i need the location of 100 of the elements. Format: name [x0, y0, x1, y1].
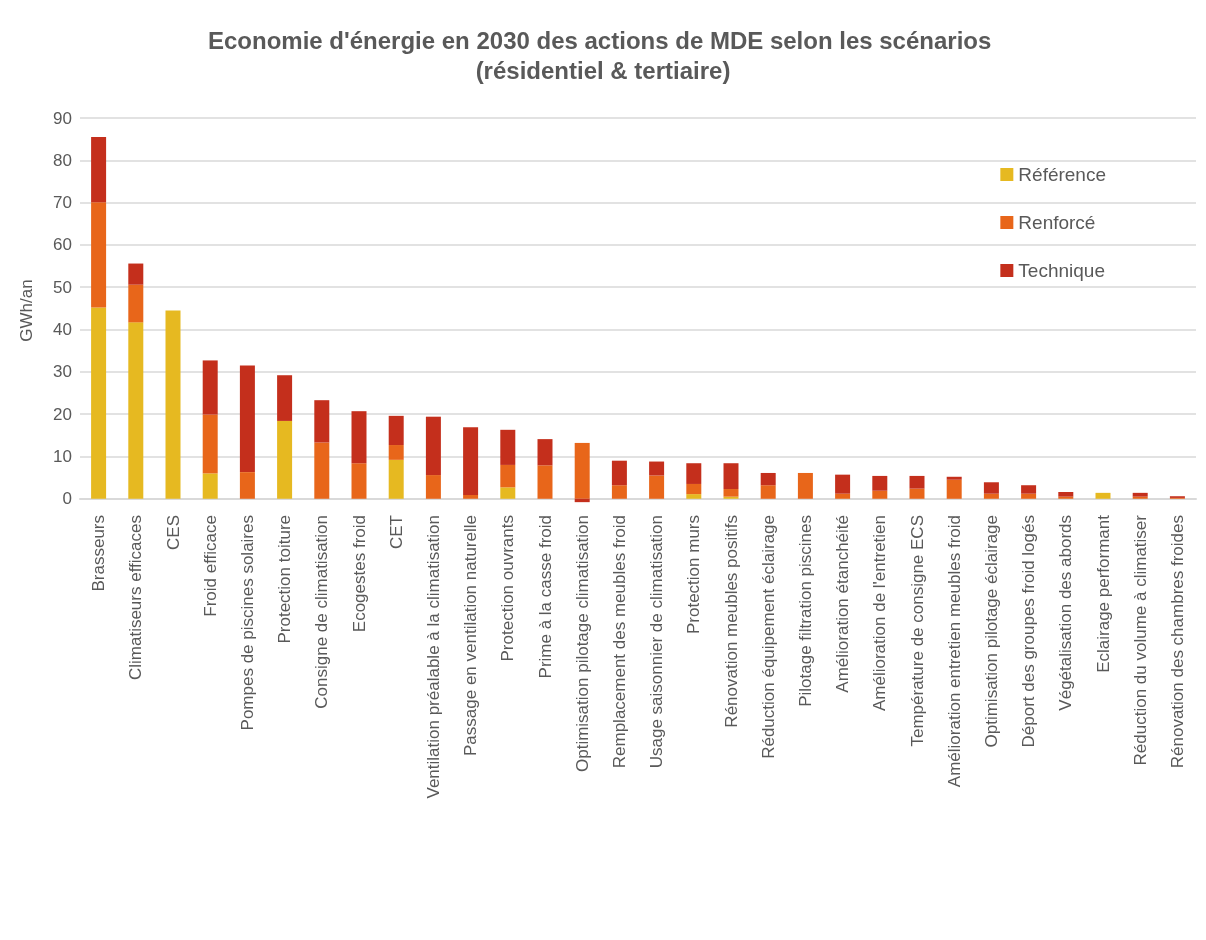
x-tick-label: Protection ouvrants	[498, 515, 518, 662]
bar	[537, 465, 553, 499]
bar	[1058, 492, 1074, 497]
bar	[165, 310, 181, 499]
x-tick-label: Pilotage filtration piscines	[795, 515, 815, 707]
bar	[760, 485, 776, 499]
bar	[91, 307, 107, 499]
bar	[723, 489, 739, 497]
bar	[128, 284, 144, 323]
x-tick-label: Eclairage performant	[1093, 514, 1113, 673]
bar	[760, 472, 776, 486]
x-tick-label: Passage en ventilation naturelle	[461, 515, 481, 756]
bar	[909, 475, 925, 489]
x-tick-label: Amélioration de l'entretien	[870, 515, 890, 712]
y-tick-label: 50	[53, 277, 72, 297]
x-tick-label: CES	[163, 515, 183, 550]
bar	[500, 464, 516, 488]
x-tick-label: Protection toiture	[275, 515, 295, 644]
bar	[91, 202, 107, 308]
x-tick-label: CET	[386, 515, 406, 549]
bar	[723, 463, 739, 490]
bar	[909, 488, 925, 499]
bar	[1021, 485, 1037, 494]
y-tick-label: 30	[53, 362, 72, 382]
bar	[314, 442, 330, 499]
x-tick-label: Température de consigne ECS	[907, 515, 927, 747]
bar	[611, 460, 627, 486]
bar	[425, 475, 441, 499]
bar	[463, 494, 479, 499]
x-tick-label: Consigne de climatisation	[312, 515, 332, 709]
bar	[1095, 492, 1111, 499]
x-tick-label: Amélioration étanchéité	[833, 515, 853, 693]
bar	[983, 482, 999, 494]
x-tick-label: Optimisation pilotage éclairage	[981, 515, 1001, 748]
bar	[388, 445, 404, 460]
bar	[649, 461, 665, 476]
y-tick-label: 40	[53, 320, 72, 340]
x-tick-label: Déport des groupes froid logés	[1019, 515, 1039, 748]
x-tick-label: Protection murs	[684, 515, 704, 635]
bar	[128, 322, 144, 499]
x-tick-label: Froid efficace	[200, 515, 220, 617]
bar	[835, 474, 851, 494]
x-tick-label: Brasseurs	[89, 515, 109, 592]
bar	[314, 400, 330, 443]
x-tick-label: Usage saisonnier de climatisation	[647, 515, 667, 769]
bar	[835, 493, 851, 499]
bar	[91, 137, 107, 203]
x-tick-label: Rénovation meubles positifs	[721, 515, 741, 728]
bar	[500, 487, 516, 499]
bar	[202, 473, 218, 499]
bar	[128, 263, 144, 285]
x-tick-label: Ventilation préalable à la climatisation	[423, 515, 443, 799]
bar	[1132, 496, 1148, 499]
bar	[537, 439, 553, 466]
x-tick-label: Remplacement des meubles froid	[609, 515, 629, 769]
x-tick-label: Végétalisation des abords	[1056, 515, 1076, 711]
x-tick-label: Prime à la casse froid	[535, 515, 555, 679]
bar	[500, 429, 516, 465]
y-tick-label: 20	[53, 404, 72, 424]
bar	[277, 375, 293, 421]
bar	[872, 490, 888, 499]
bar	[611, 485, 627, 499]
y-tick-label: 70	[53, 193, 72, 213]
y-tick-label: 90	[53, 108, 72, 128]
y-tick-label: 0	[62, 489, 72, 509]
bar	[202, 360, 218, 415]
y-tick-label: 60	[53, 235, 72, 255]
x-tick-label: Rénovation des chambres froides	[1167, 515, 1187, 769]
bar	[946, 476, 962, 480]
bar	[1021, 493, 1037, 499]
y-axis-title: GWh/an	[17, 279, 36, 342]
y-tick-label: 80	[53, 150, 72, 170]
bar	[872, 475, 888, 491]
bar	[463, 427, 479, 495]
bar	[686, 463, 702, 484]
bar	[1132, 492, 1148, 497]
x-tick-label: Climatiseurs efficaces	[126, 515, 146, 681]
legend-label: Renforcé	[1018, 212, 1096, 233]
x-tick-label: Réduction équipement éclairage	[758, 515, 778, 759]
bar	[425, 416, 441, 476]
bar	[388, 415, 404, 446]
x-tick-label: Amélioration entretien meubles froid	[944, 515, 964, 788]
bar	[649, 475, 665, 499]
bar	[202, 414, 218, 474]
bar	[277, 420, 293, 499]
bar	[686, 494, 702, 499]
bar	[946, 479, 962, 499]
x-tick-label: Ecogestes froid	[349, 515, 369, 633]
x-tick-label: Pompes de piscines solaires	[237, 515, 257, 731]
bar	[686, 483, 702, 495]
bar	[239, 472, 255, 499]
bar	[351, 411, 367, 464]
x-tick-label: Optimisation pilotage climatisation	[572, 515, 592, 773]
legend-label: Technique	[1018, 260, 1105, 281]
chart-title: Economie d'énergie en 2030 des actions de MDE selon les scénarios (résidentiel & tertiaire)	[207, 26, 999, 84]
legend-label: Référence	[1018, 164, 1107, 185]
bar	[723, 496, 739, 499]
bar	[351, 463, 367, 499]
bar	[983, 493, 999, 499]
y-tick-label: 10	[53, 446, 72, 466]
